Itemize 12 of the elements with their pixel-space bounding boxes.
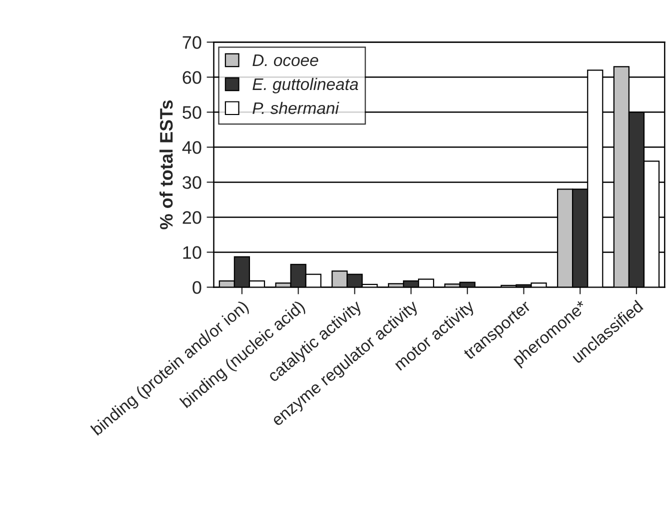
y-tick-label: 20 [182, 211, 202, 224]
legend-label: P. shermani [252, 102, 340, 114]
y-tick-label: 70 [182, 36, 202, 49]
y-tick-label: 30 [182, 176, 202, 189]
y-tick-label: 40 [182, 141, 202, 154]
y-tick-label: 0 [192, 281, 202, 294]
y-tick-label: 10 [183, 246, 202, 259]
legend-label: E. guttolineata [252, 78, 358, 94]
y-tick-label: 50 [182, 106, 202, 119]
legend-label: D. ocoee [252, 54, 318, 66]
y-axis-title: % of total ESTs [159, 100, 173, 230]
y-tick-label: 60 [182, 71, 202, 84]
